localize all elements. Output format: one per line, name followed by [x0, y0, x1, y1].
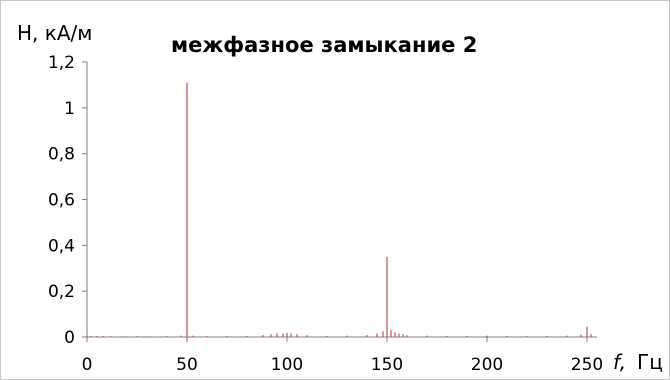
chart-title: межфазное замыкание 2 — [171, 33, 477, 57]
x-axis-variable-label: f, — [613, 350, 626, 374]
y-tick-label: 0,8 — [48, 145, 75, 165]
x-axis-unit-label: Гц — [637, 350, 663, 374]
y-axis-label: H, кА/м — [17, 21, 92, 45]
x-tick-label: 200 — [471, 355, 503, 375]
y-tick-label: 0,2 — [48, 282, 75, 302]
y-tick-label: 1 — [64, 99, 75, 119]
x-ticks: 0 50 100 150 200 250 — [82, 337, 603, 375]
y-ticks: 0 0,2 0,4 0,6 0,8 1 1,2 — [48, 53, 87, 348]
x-tick-label: 250 — [571, 355, 603, 375]
y-tick-label: 0,4 — [48, 236, 75, 256]
y-tick-label: 0 — [64, 328, 75, 348]
y-tick-label: 0,6 — [48, 191, 75, 211]
y-tick-label: 1,2 — [48, 53, 75, 73]
x-tick-label: 0 — [82, 355, 93, 375]
x-tick-label: 150 — [371, 355, 403, 375]
x-tick-label: 50 — [176, 355, 198, 375]
x-tick-label: 100 — [271, 355, 303, 375]
spectrum-bars — [86, 82, 592, 337]
